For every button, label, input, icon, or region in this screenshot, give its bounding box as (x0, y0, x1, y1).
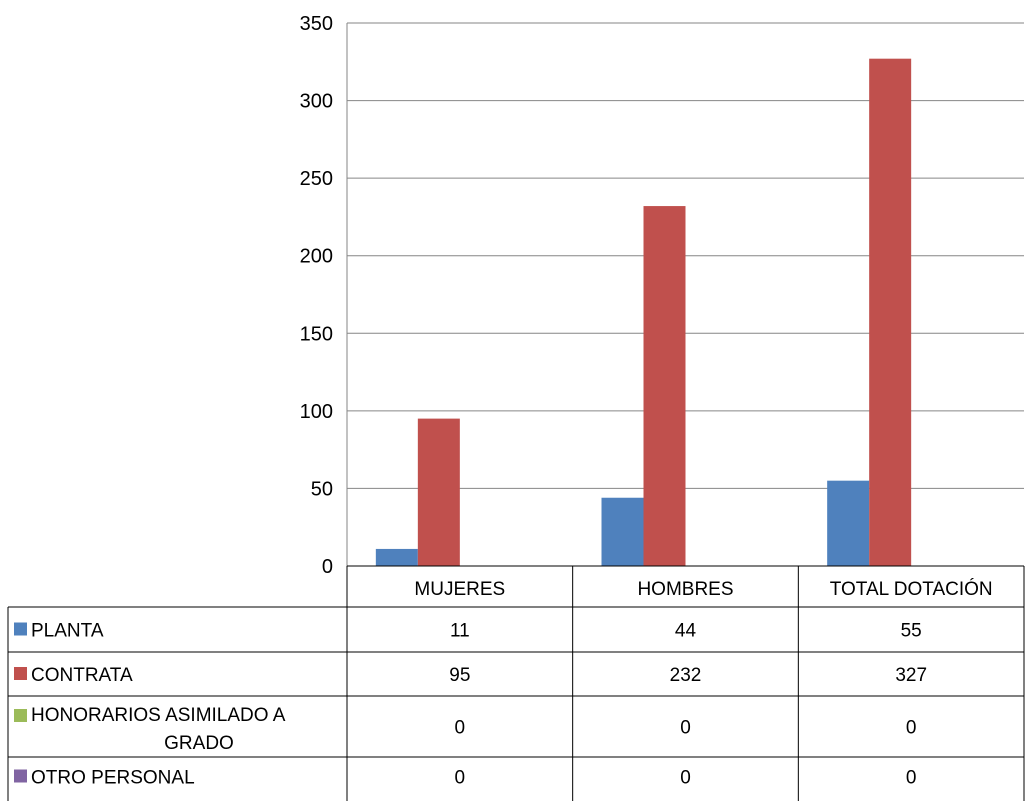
category-label: TOTAL DOTACIÓN (830, 578, 993, 600)
y-tick-label: 200 (300, 246, 333, 268)
legend-swatch (14, 769, 27, 783)
category-label: HOMBRES (637, 579, 733, 600)
y-tick-label: 150 (300, 323, 333, 345)
bar-contrata (643, 206, 686, 566)
bar-planta (827, 480, 870, 566)
table-value: 0 (906, 718, 917, 739)
legend-label: OTRO PERSONAL (31, 768, 195, 789)
table-value: 327 (895, 665, 927, 686)
legend-swatch (14, 622, 27, 636)
y-tick-label: 250 (300, 168, 333, 190)
legend-swatch (14, 667, 27, 680)
y-tick-label: 100 (300, 401, 333, 423)
table-value: 0 (455, 718, 466, 739)
table-value: 55 (901, 621, 922, 642)
table-value: 0 (680, 718, 691, 739)
legend-label: PLANTA (31, 621, 104, 642)
y-tick-label: 350 (300, 13, 333, 35)
category-label: MUJERES (414, 579, 505, 600)
bar-contrata (869, 58, 912, 566)
bar-planta (375, 548, 418, 566)
table-value: 44 (675, 621, 697, 642)
bar-planta (601, 497, 644, 566)
table-value: 232 (670, 665, 702, 686)
legend-swatch (14, 709, 27, 722)
y-tick-label: 50 (311, 478, 333, 500)
bar-contrata (417, 418, 460, 566)
legend-label: HONORARIOS ASIMILADO A (31, 705, 286, 726)
table-value: 0 (455, 768, 466, 789)
table-value: 0 (680, 768, 691, 789)
table-value: 0 (906, 768, 917, 789)
table-value: 95 (449, 665, 470, 686)
y-tick-label: 300 (300, 91, 333, 113)
legend-label: GRADO (164, 733, 234, 754)
table-value: 11 (450, 621, 470, 642)
y-tick-label: 0 (322, 556, 333, 578)
legend-label: CONTRATA (31, 665, 133, 686)
